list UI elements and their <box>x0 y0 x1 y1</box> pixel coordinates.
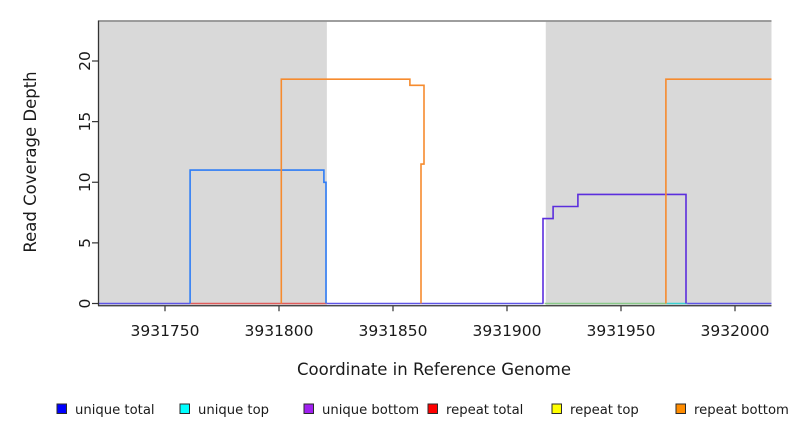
coverage-line-unique-total <box>189 169 327 304</box>
coverage-line-unique-bottom <box>542 193 687 304</box>
x-axis-title: Coordinate in Reference Genome <box>297 360 571 379</box>
x-tick-label: 3932000 <box>700 322 769 340</box>
legend-swatch-unique-top <box>179 403 190 414</box>
repeat-region-shading <box>98 20 327 306</box>
x-tick-label: 3931850 <box>358 322 427 340</box>
repeat-region-shading <box>545 20 772 306</box>
coverage-line-repeat-bottom-right <box>665 78 772 304</box>
legend-label-unique-top: unique top <box>198 403 269 418</box>
legend-label-repeat-top: repeat top <box>570 403 639 418</box>
x-tick-label: 3931750 <box>130 322 199 340</box>
coverage-line-repeat-bottom <box>280 78 425 304</box>
y-axis-title: Read Coverage Depth <box>21 71 40 252</box>
legend-label-unique-total: unique total <box>75 403 155 418</box>
x-tick-label: 3931800 <box>244 322 313 340</box>
y-tick-label: 20 <box>76 51 94 71</box>
x-tick-label: 3931950 <box>586 322 655 340</box>
y-tick-label: 5 <box>76 238 94 248</box>
legend-label-unique-bottom: unique bottom <box>322 403 419 418</box>
legend-swatch-repeat-top <box>551 403 562 414</box>
legend-label-repeat-total: repeat total <box>446 403 523 418</box>
legend: unique total unique top unique bottom repea… <box>56 403 789 418</box>
y-tick-label: 15 <box>76 112 94 132</box>
x-tick-label: 3931900 <box>472 322 541 340</box>
y-tick-label: 0 <box>76 299 94 309</box>
legend-swatch-unique-total <box>56 403 67 414</box>
legend-swatch-repeat-bottom <box>675 403 686 414</box>
legend-swatch-unique-bottom <box>303 403 314 414</box>
y-tick-label: 10 <box>76 172 94 192</box>
legend-swatch-repeat-total <box>427 403 438 414</box>
legend-label-repeat-bottom: repeat bottom <box>694 403 789 418</box>
